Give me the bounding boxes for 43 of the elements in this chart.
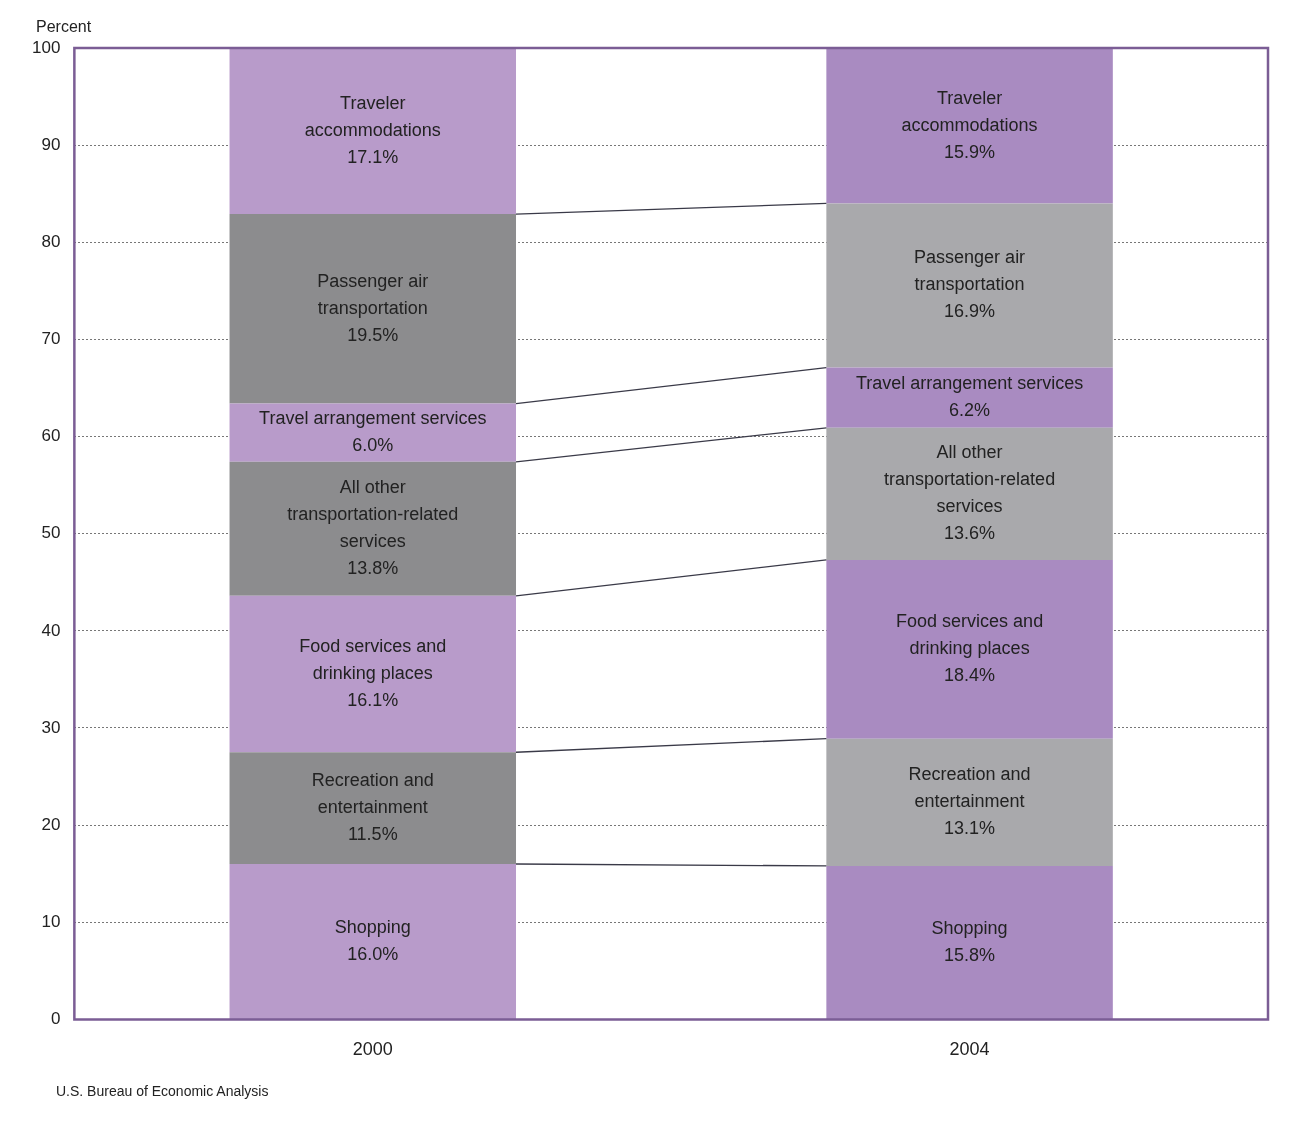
series-label: Passenger air transportation bbox=[914, 247, 1026, 295]
y-tick-label: 90 bbox=[41, 134, 61, 154]
y-tick-label: 10 bbox=[41, 911, 61, 931]
text: Traveler accommodations bbox=[304, 93, 441, 141]
y-tick-label: 0 bbox=[50, 1009, 61, 1029]
series-label: Food services and drinking places bbox=[299, 636, 447, 684]
y-tick-label: 50 bbox=[41, 523, 61, 543]
data-label: 17.1% bbox=[347, 147, 399, 168]
y-tick-label: 100 bbox=[31, 37, 61, 57]
y-tick-label: 30 bbox=[41, 717, 61, 737]
data-label: 6.2% bbox=[949, 400, 991, 421]
y-tick-label: 40 bbox=[41, 620, 61, 640]
series-label: Traveler accommodations bbox=[901, 88, 1038, 136]
data-label: 15.9% bbox=[944, 142, 996, 163]
series-label: Shopping bbox=[931, 917, 1008, 938]
data-label: 13.8% bbox=[347, 558, 399, 579]
text: Travel arrangement services bbox=[855, 373, 1084, 394]
data-label: 15.8% bbox=[944, 944, 996, 965]
data-label: 16.9% bbox=[944, 301, 996, 322]
text: U.S. Bureau of Economic Analysis bbox=[56, 1083, 270, 1099]
data-label: 16.1% bbox=[347, 690, 399, 711]
series-label: Travel arrangement services bbox=[259, 408, 487, 429]
text: Food services and drinking places bbox=[896, 611, 1044, 659]
text: All other transportation-related services bbox=[287, 477, 459, 552]
data-label: 19.5% bbox=[347, 324, 399, 345]
data-label: 13.1% bbox=[944, 818, 996, 839]
x-tick-label: 2000 bbox=[352, 1039, 393, 1060]
y-axis-title: Percent bbox=[36, 18, 92, 36]
series-label: Recreation and entertainment bbox=[311, 770, 434, 818]
x-tick-label: 2004 bbox=[949, 1039, 990, 1060]
data-label: 13.6% bbox=[944, 523, 996, 544]
y-tick-label: 70 bbox=[41, 329, 61, 349]
y-tick-label: 20 bbox=[41, 814, 61, 834]
y-tick-label: 80 bbox=[41, 231, 61, 251]
text: Recreation and entertainment bbox=[908, 764, 1031, 812]
series-label: All other transportation-related services bbox=[884, 442, 1056, 517]
data-label: 16.0% bbox=[347, 943, 399, 964]
text: Passenger air transportation bbox=[317, 270, 429, 318]
text: Shopping bbox=[334, 916, 411, 937]
data-label: 11.5% bbox=[347, 824, 398, 845]
data-label: 18.4% bbox=[944, 665, 996, 686]
y-tick-label: 60 bbox=[41, 426, 61, 446]
data-label: 6.0% bbox=[352, 435, 394, 456]
